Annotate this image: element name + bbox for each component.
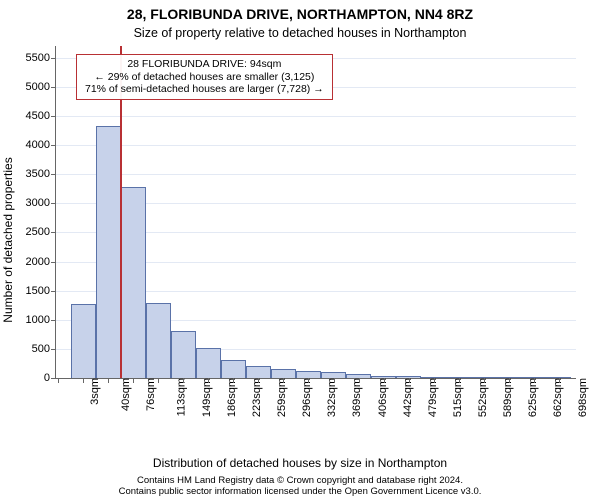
x-tick-label: 259sqm xyxy=(268,378,288,417)
x-tick-label: 442sqm xyxy=(394,378,414,417)
callout-line: ← 29% of detached houses are smaller (3,… xyxy=(85,71,324,84)
x-tick-mark xyxy=(434,378,435,383)
x-tick-label: 332sqm xyxy=(319,378,339,417)
x-tick-mark xyxy=(58,378,59,383)
y-tick-label: 3500 xyxy=(26,168,56,180)
x-tick-mark xyxy=(484,378,485,383)
y-axis-label: Number of detached properties xyxy=(1,157,15,322)
x-tick-mark xyxy=(559,378,560,383)
x-tick-mark xyxy=(509,378,510,383)
chart-container: 28, FLORIBUNDA DRIVE, NORTHAMPTON, NN4 8… xyxy=(0,0,600,500)
histogram-bar xyxy=(171,331,196,378)
y-tick-label: 1000 xyxy=(26,314,56,326)
x-tick-label: 40sqm xyxy=(112,378,132,411)
x-tick-label: 662sqm xyxy=(544,378,564,417)
x-tick-mark xyxy=(133,378,134,383)
x-tick-label: 186sqm xyxy=(218,378,238,417)
x-tick-label: 552sqm xyxy=(469,378,489,417)
y-tick-label: 1500 xyxy=(26,285,56,297)
x-tick-label: 515sqm xyxy=(444,378,464,417)
x-tick-mark xyxy=(334,378,335,383)
gridline-h xyxy=(56,145,576,146)
y-tick-label: 2000 xyxy=(26,256,56,268)
histogram-bar xyxy=(71,304,96,378)
y-tick-label: 4000 xyxy=(26,139,56,151)
histogram-bar xyxy=(296,371,321,378)
x-tick-label: 698sqm xyxy=(569,378,589,417)
x-tick-label: 406sqm xyxy=(369,378,389,417)
histogram-bar xyxy=(146,303,171,378)
gridline-h xyxy=(56,174,576,175)
histogram-bar xyxy=(221,360,246,378)
x-tick-mark xyxy=(183,378,184,383)
x-tick-label: 589sqm xyxy=(494,378,514,417)
x-tick-mark xyxy=(459,378,460,383)
x-tick-mark xyxy=(208,378,209,383)
x-tick-mark xyxy=(233,378,234,383)
x-tick-mark xyxy=(308,378,309,383)
x-tick-label: 625sqm xyxy=(519,378,539,417)
x-axis-label: Distribution of detached houses by size … xyxy=(0,456,600,470)
y-tick-label: 0 xyxy=(44,372,56,384)
x-tick-label: 76sqm xyxy=(137,378,157,411)
x-tick-mark xyxy=(158,378,159,383)
x-tick-mark xyxy=(258,378,259,383)
y-tick-label: 4500 xyxy=(26,110,56,122)
y-tick-label: 5500 xyxy=(26,52,56,64)
x-tick-mark xyxy=(283,378,284,383)
y-tick-label: 5000 xyxy=(26,81,56,93)
plot-area: 0500100015002000250030003500400045005000… xyxy=(55,46,576,379)
footer-line-2: Contains public sector information licen… xyxy=(0,487,600,498)
x-tick-mark xyxy=(359,378,360,383)
callout-line: 28 FLORIBUNDA DRIVE: 94sqm xyxy=(85,58,324,71)
gridline-h xyxy=(56,116,576,117)
x-tick-label: 296sqm xyxy=(294,378,314,417)
x-tick-mark xyxy=(409,378,410,383)
histogram-bar xyxy=(246,366,271,378)
y-tick-label: 500 xyxy=(32,343,56,355)
histogram-bar xyxy=(196,348,221,378)
x-tick-mark xyxy=(534,378,535,383)
chart-footer: Contains HM Land Registry data © Crown c… xyxy=(0,476,600,498)
property-callout: 28 FLORIBUNDA DRIVE: 94sqm← 29% of detac… xyxy=(76,54,333,100)
histogram-bar xyxy=(271,369,296,378)
x-tick-label: 113sqm xyxy=(168,378,188,416)
x-tick-mark xyxy=(83,378,84,383)
x-tick-label: 735sqm xyxy=(594,378,600,417)
chart-title: 28, FLORIBUNDA DRIVE, NORTHAMPTON, NN4 8… xyxy=(0,6,600,22)
x-tick-label: 223sqm xyxy=(243,378,263,417)
x-tick-label: 479sqm xyxy=(419,378,439,417)
x-tick-mark xyxy=(384,378,385,383)
callout-line: 71% of semi-detached houses are larger (… xyxy=(85,83,324,96)
histogram-bar xyxy=(96,126,121,378)
y-tick-label: 3000 xyxy=(26,197,56,209)
chart-subtitle: Size of property relative to detached ho… xyxy=(0,26,600,40)
x-tick-label: 149sqm xyxy=(193,378,213,417)
x-tick-label: 369sqm xyxy=(344,378,364,417)
x-tick-mark xyxy=(108,378,109,383)
histogram-bar xyxy=(121,187,146,378)
y-tick-label: 2500 xyxy=(26,226,56,238)
